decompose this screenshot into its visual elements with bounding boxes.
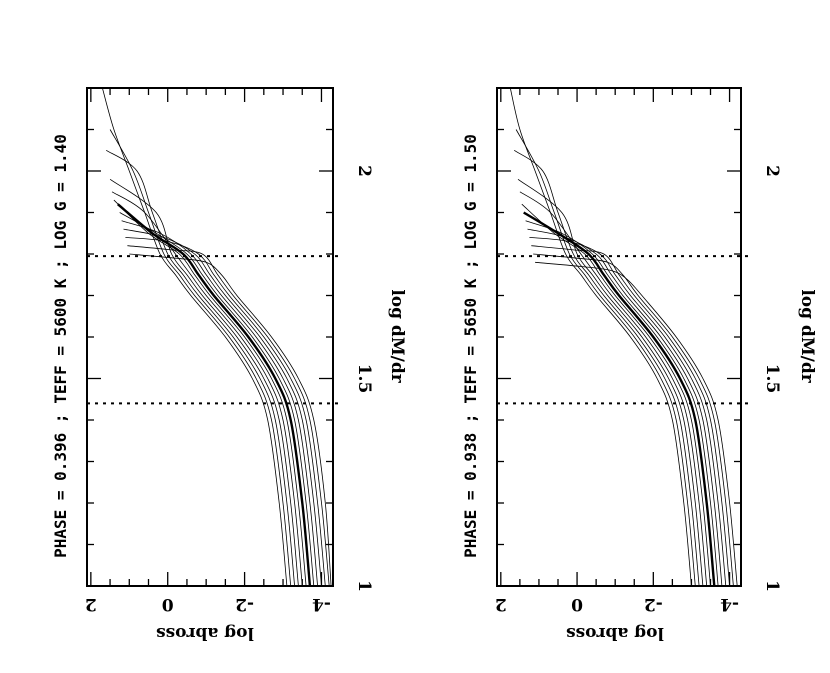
- panel-1-y-tick-label: -2: [235, 594, 254, 614]
- panel-1-curve-6: [113, 199, 307, 586]
- panel-1-curve-5: [111, 191, 303, 586]
- panel-2-y-tick-label: -4: [720, 594, 739, 614]
- panel-1-title: PHASE = 0.396 ; TEFF = 5600 K ; LOG G = …: [51, 134, 70, 558]
- panel-2-curve-1: [509, 88, 692, 586]
- panel-1-x-tick-label: 1: [354, 580, 374, 592]
- panel-1-frame: [86, 87, 334, 587]
- panel-2-curve-10: [529, 237, 727, 586]
- panel-2-curve-4: [517, 178, 704, 586]
- panel-1-ylabel: log abross: [156, 623, 254, 643]
- panel-2-x-tick-label: 2: [762, 165, 782, 177]
- panel-1-curve-12: [127, 245, 330, 586]
- panel-2-y-tick-label: 0: [571, 594, 583, 614]
- panel-2-curve-13: [535, 261, 738, 586]
- panel-2-curve-5: [519, 191, 708, 586]
- panel-2-curve-12: [533, 253, 734, 586]
- panel-1-y-tick-label: 0: [162, 594, 174, 614]
- panel-2-curve-7-bold: [523, 211, 716, 586]
- panel-1-curve-13: [129, 253, 332, 586]
- panel-2-y-tick-label: 2: [495, 594, 507, 614]
- panel-1-y-tick-label: 2: [85, 594, 97, 614]
- panel-2-title: PHASE = 0.938 ; TEFF = 5650 K ; LOG G = …: [461, 134, 480, 558]
- panel-1: 1 1.5 2 2 0 -2 -4 PHASE = 0.396 ; TEFF = 5600 …: [51, 87, 407, 643]
- panel-2-ylabel: log abross: [566, 623, 664, 643]
- panel-1-y-tick-label: -4: [312, 594, 331, 614]
- panel-1-curve-2: [109, 129, 292, 586]
- panel-1-curve-1: [102, 88, 288, 586]
- panel-1-x-tick-label: 2: [354, 165, 374, 177]
- panel-2-plot-area: 1 1.5 2 2 0 -2 -4: [495, 87, 782, 614]
- panel-1-curves: [102, 88, 332, 586]
- panel-1-plot-area: 1 1.5 2 2 0 -2 -4: [85, 87, 374, 614]
- panel-1-curve-4: [109, 178, 299, 586]
- panel-2-curves: [509, 88, 738, 586]
- panel-2-curve-11: [531, 245, 730, 586]
- panel-1-curve-7-bold: [117, 203, 312, 586]
- panel-2-xlabel: log dM/dr: [797, 289, 817, 383]
- panel-1-x-tick-label: 1.5: [354, 364, 374, 394]
- panel-1-curve-11: [125, 237, 326, 586]
- panel-2: 1 1.5 2 2 0 -2 -4 PHASE = 0.938 ; TEFF = 5650 …: [461, 87, 817, 643]
- panel-2-curve-2: [515, 129, 696, 586]
- panel-1-curve-3: [105, 149, 295, 586]
- panel-1-xlabel: log dM/dr: [387, 289, 407, 383]
- panel-2-x-tick-label: 1.5: [762, 364, 782, 394]
- panel-1-curve-8: [119, 212, 315, 586]
- panel-2-y-tick-label: -2: [644, 594, 663, 614]
- panel-2-x-tick-label: 1: [762, 580, 782, 592]
- panel-2-curve-6: [521, 203, 711, 586]
- panel-2-curve-3: [513, 149, 700, 586]
